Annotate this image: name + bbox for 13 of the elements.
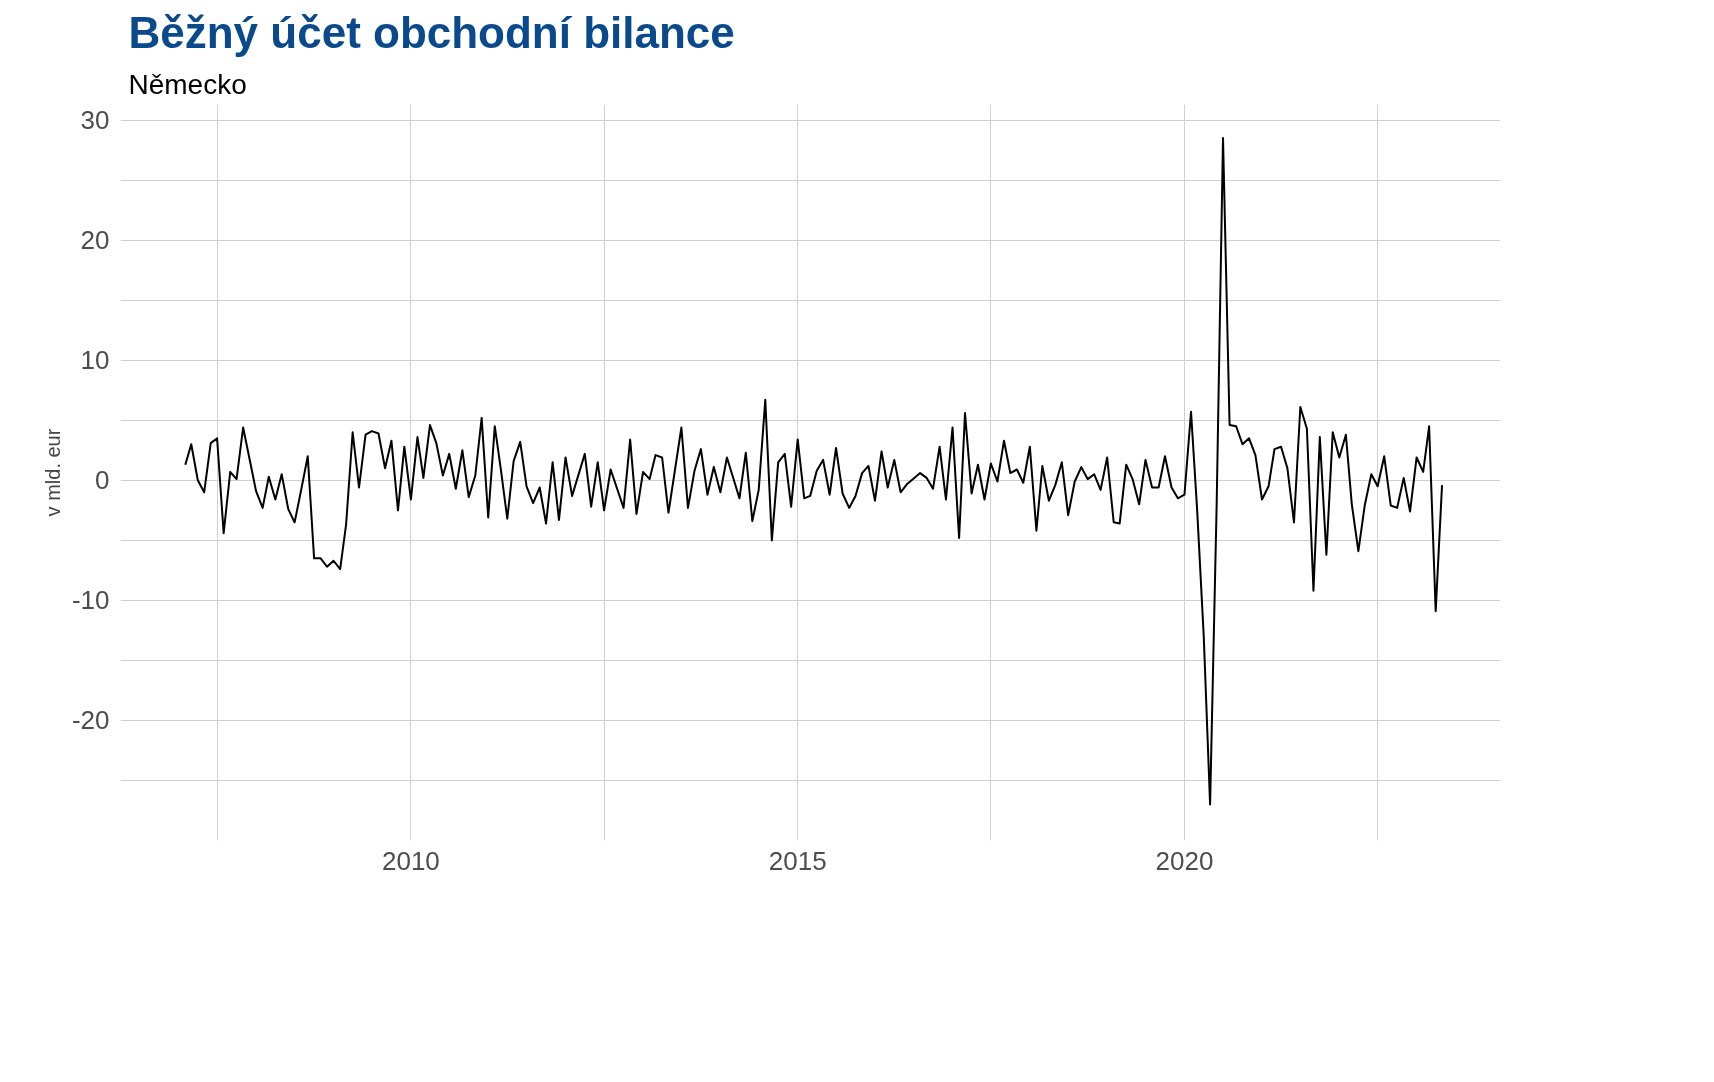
chart-subtitle: Německo	[128, 68, 247, 100]
line-series	[184, 137, 1444, 806]
chart-title: Běžný účet obchodní bilance	[128, 7, 735, 57]
y-tick-label: 20	[80, 225, 110, 256]
y-tick-label: -10	[71, 585, 110, 616]
x-tick-label: 2010	[381, 845, 440, 876]
y-tick-label: 0	[95, 465, 110, 496]
y-tick-label: -20	[71, 705, 110, 736]
x-tick-label: 2015	[768, 845, 827, 876]
y-tick-label: 30	[80, 105, 110, 136]
y-tick-label: 10	[80, 345, 110, 376]
y-axis-title: v mld. eur	[41, 428, 64, 517]
x-tick-label: 2020	[1155, 845, 1214, 876]
